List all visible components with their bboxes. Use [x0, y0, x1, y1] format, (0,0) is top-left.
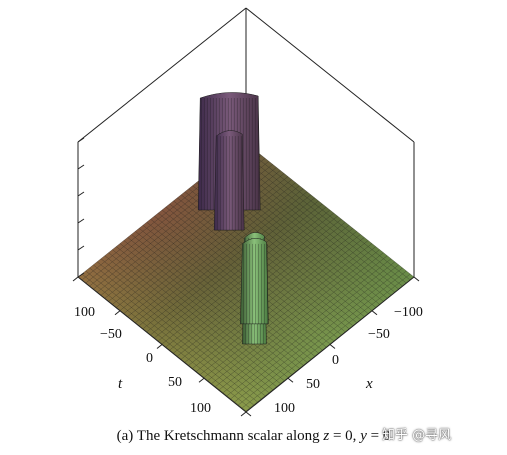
t-axis-ticks: 100 −50 0 50 100	[72, 276, 247, 417]
z-tick	[77, 137, 85, 143]
t-tick-label: 50	[168, 375, 182, 390]
mesh-line	[234, 267, 403, 403]
mesh-line	[192, 234, 361, 369]
x-tick-label: 50	[306, 377, 320, 392]
mesh-line	[211, 249, 380, 384]
mesh-line	[100, 258, 270, 393]
mesh-line	[154, 215, 323, 351]
mesh-line	[150, 218, 319, 354]
x-tick	[413, 276, 420, 282]
z-tick	[77, 218, 85, 224]
mesh-line	[131, 234, 300, 369]
caption-var2: y	[360, 428, 367, 444]
mesh-line	[112, 249, 281, 384]
peak-back-left-short	[213, 130, 245, 231]
x-axis-ticks: −100 −50 0 50 100	[245, 276, 423, 417]
x-tick	[245, 411, 252, 417]
mesh-line	[242, 273, 411, 409]
caption-eq2: = 0	[366, 428, 391, 444]
t-tick	[114, 310, 121, 316]
mesh-line	[226, 261, 396, 396]
figure-caption: (a) The Kretschmann scalar along z = 0, …	[0, 428, 507, 445]
z-tick	[77, 245, 85, 251]
mesh-line	[184, 228, 354, 363]
t-tick	[72, 276, 79, 282]
z-tick	[77, 164, 85, 170]
x-tick	[287, 377, 294, 383]
z-tick	[77, 191, 85, 197]
caption-eq1: = 0,	[329, 428, 361, 444]
x-tick	[371, 310, 378, 316]
mesh-line	[93, 264, 262, 399]
mesh-line	[89, 267, 258, 403]
watermark: 知乎 @寻风	[382, 428, 452, 443]
x-tick	[329, 344, 336, 349]
peak-front-right-short	[240, 238, 269, 325]
caption-var1: z	[323, 428, 330, 444]
mesh-line	[142, 225, 312, 360]
mesh-line	[219, 255, 388, 390]
mesh-line	[238, 270, 407, 406]
x-tick-label: −100	[394, 305, 423, 320]
surface-mesh	[77, 142, 415, 412]
mesh-line	[108, 252, 277, 387]
mesh-line	[81, 273, 250, 409]
mesh-line	[135, 231, 304, 366]
t-tick	[156, 344, 163, 349]
mesh-line	[230, 264, 399, 399]
mesh-line	[222, 258, 392, 393]
z-tick	[77, 272, 85, 278]
mesh-line	[116, 246, 285, 381]
mesh-line	[200, 240, 369, 375]
t-tick	[198, 377, 205, 383]
x-axis-label: x	[365, 376, 373, 392]
mesh-line	[104, 255, 273, 390]
mesh-line	[215, 252, 384, 387]
t-tick-label: −50	[100, 327, 122, 342]
mesh-line	[207, 246, 376, 381]
x-tick-label: 100	[274, 401, 295, 416]
x-tick-label: −50	[368, 327, 390, 342]
mesh-line	[138, 228, 308, 363]
mesh-line	[127, 237, 296, 372]
t-tick-label: 100	[190, 401, 211, 416]
t-tick-label: 100	[74, 305, 95, 320]
mesh-line	[196, 237, 365, 372]
mesh-line	[188, 231, 357, 366]
mesh-line	[146, 222, 315, 357]
mesh-line	[123, 240, 292, 375]
caption-prefix: (a) The Kretschmann scalar along	[116, 428, 324, 444]
mesh-line	[119, 243, 289, 378]
mesh-line	[85, 270, 254, 406]
x-tick-label: 0	[332, 353, 339, 368]
mesh-line	[203, 243, 373, 378]
mesh-line	[96, 261, 266, 396]
t-tick-label: 0	[146, 351, 153, 366]
peaks	[197, 92, 269, 345]
t-tick	[240, 411, 247, 417]
z-axis-ticks	[77, 137, 85, 278]
t-axis-label: t	[118, 376, 123, 392]
